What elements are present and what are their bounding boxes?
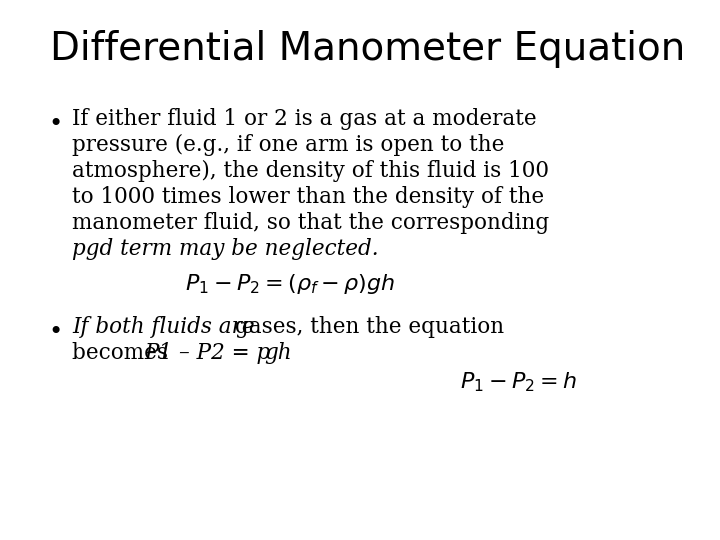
Text: •: •	[48, 112, 62, 136]
Text: gases, then the equation: gases, then the equation	[228, 316, 504, 338]
Text: becomes: becomes	[72, 342, 175, 364]
Text: to 1000 times lower than the density of the: to 1000 times lower than the density of …	[72, 186, 544, 208]
Text: pressure (e.g., if one arm is open to the: pressure (e.g., if one arm is open to th…	[72, 134, 505, 156]
Text: $P_1 - P_2 = (\rho_f - \rho)gh$: $P_1 - P_2 = (\rho_f - \rho)gh$	[185, 272, 395, 296]
Text: Differential Manometer Equation: Differential Manometer Equation	[50, 30, 685, 68]
Text: gh: gh	[264, 342, 292, 364]
Text: pgd term may be neglected.: pgd term may be neglected.	[72, 238, 379, 260]
Text: $P_1 - P_2 = h$: $P_1 - P_2 = h$	[460, 370, 577, 394]
Text: If either fluid 1 or 2 is a gas at a moderate: If either fluid 1 or 2 is a gas at a mod…	[72, 108, 536, 130]
Text: atmosphere), the density of this fluid is 100: atmosphere), the density of this fluid i…	[72, 160, 549, 182]
Text: If both fluids are: If both fluids are	[72, 316, 255, 338]
Text: P1 – P2 = p: P1 – P2 = p	[144, 342, 270, 364]
Text: •: •	[48, 320, 62, 344]
Text: manometer fluid, so that the corresponding: manometer fluid, so that the correspondi…	[72, 212, 549, 234]
